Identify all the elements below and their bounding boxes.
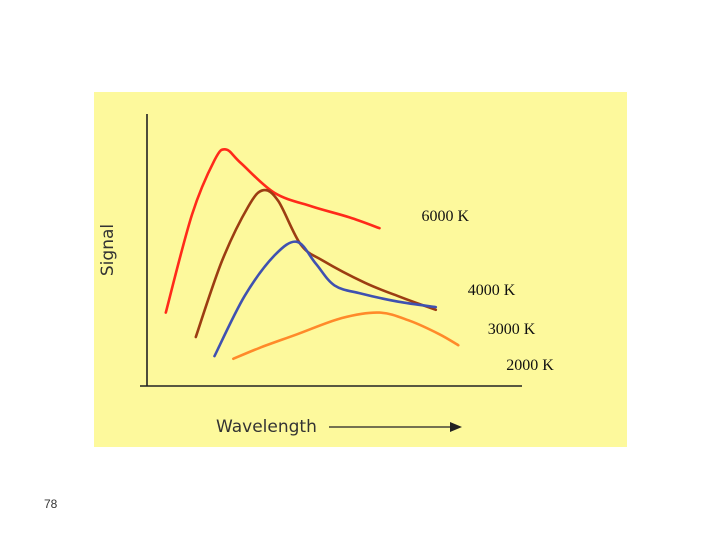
series-layer: [164, 147, 460, 361]
y-axis-label: Signal: [98, 224, 118, 276]
x-axis-arrow-icon: [450, 422, 462, 432]
series-label-4000k: 4000 K: [468, 282, 516, 299]
series-line-4000k: [194, 188, 438, 339]
series-label-2000k: 2000 K: [506, 357, 554, 374]
series-label-3000k: 3000 K: [488, 321, 536, 338]
series-line-6000k: [164, 147, 381, 314]
x-axis-label: Wavelength: [216, 417, 317, 437]
series-line-3000k: [213, 240, 438, 358]
chart-panel: 6000 K 4000 K 3000 K 2000 K Signal Waveleng…: [94, 92, 627, 447]
chart-svg: 6000 K 4000 K 3000 K 2000 K Signal Waveleng…: [94, 92, 627, 447]
series-label-6000k: 6000 K: [422, 208, 470, 225]
page-number: 78: [44, 497, 58, 511]
series-label-layer: 6000 K 4000 K 3000 K 2000 K: [422, 208, 555, 374]
series-line-2000k: [232, 311, 460, 361]
chart-background: [94, 92, 627, 447]
